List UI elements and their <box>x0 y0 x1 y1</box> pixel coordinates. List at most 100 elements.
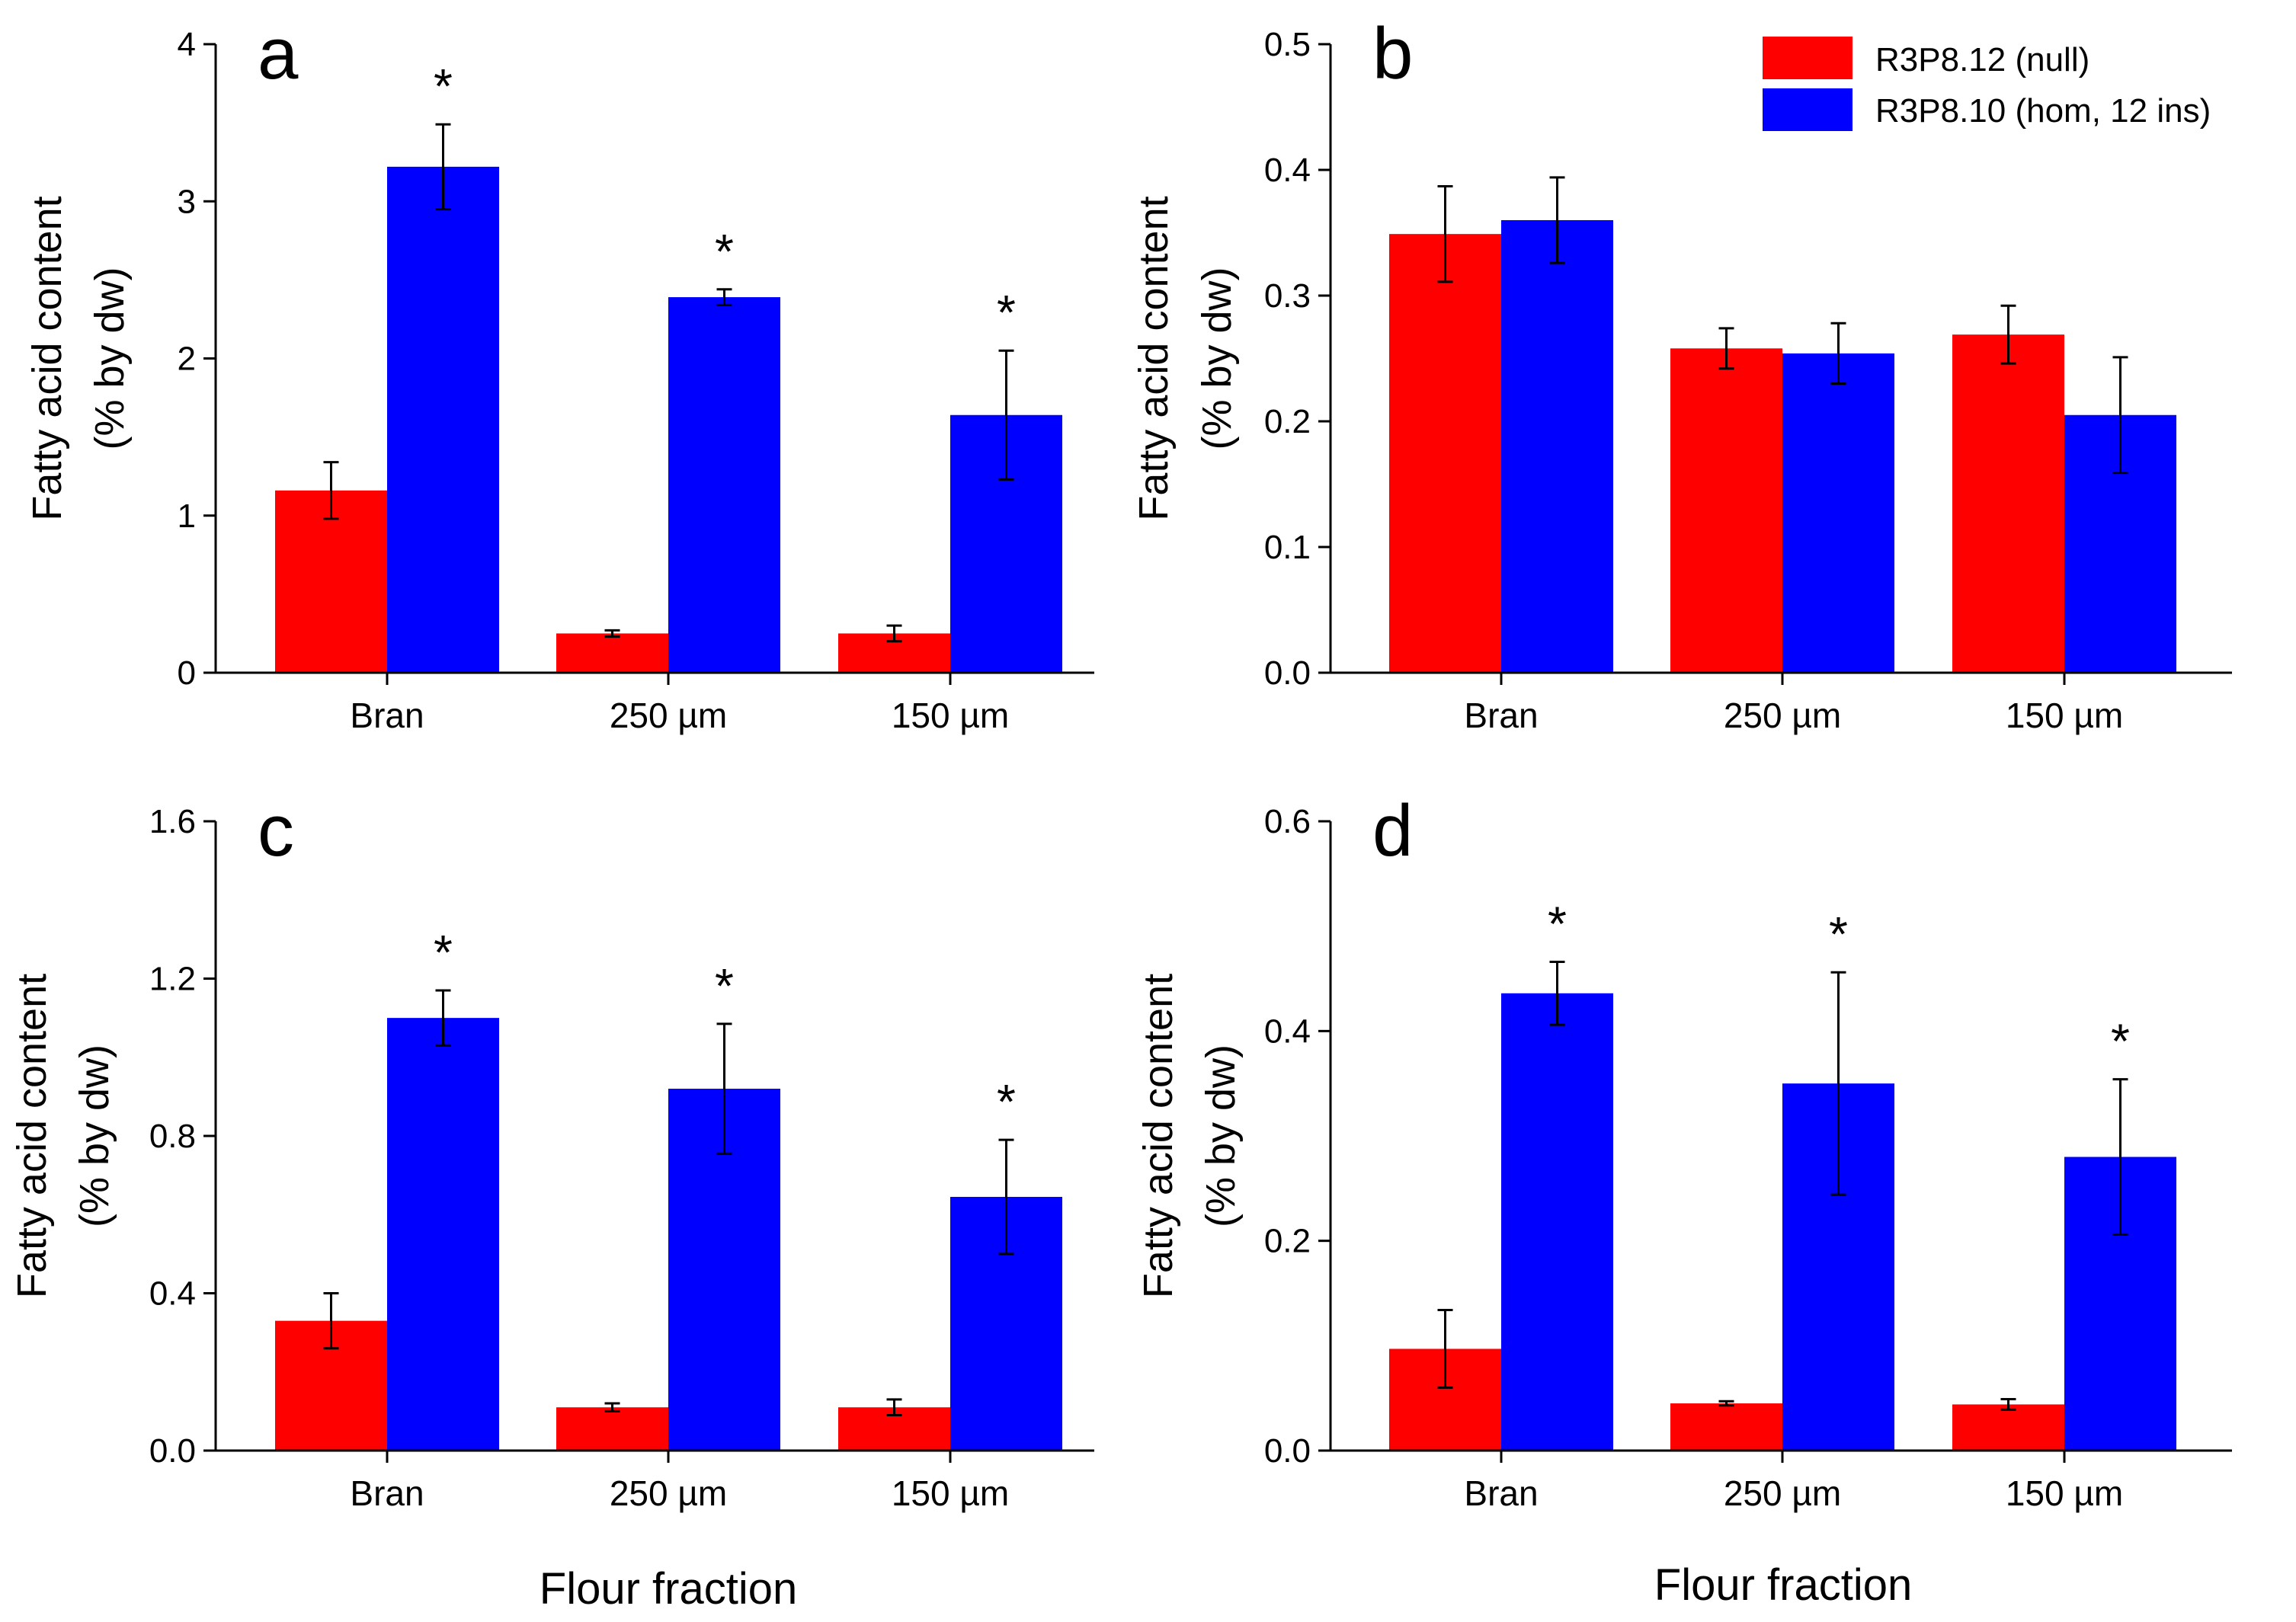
y-tick-label-c-3: 1.2 <box>149 961 196 998</box>
legend-swatch-hom <box>1763 88 1852 131</box>
panel-letter-d: d <box>1372 790 1413 872</box>
panel-d: * * * 0.0 0.2 0.4 0.6 Bran 250 µm 150 µm Fatty aci… <box>1135 790 2232 1513</box>
y-axis-title-a: Fatty acid content <box>24 196 70 520</box>
panel-a: * * * 0 1 2 3 4 Bran 250 µm 150 µm Fatty acid conte… <box>24 13 1094 735</box>
error-bar-b-0-0 <box>1437 184 1453 283</box>
error-bar-c-1-1 <box>716 1022 732 1155</box>
bar-c-hom-0 <box>387 1018 499 1451</box>
x-tick-label-c-1: 250 µm <box>610 1473 727 1513</box>
y-axis-title-b: Fatty acid content <box>1131 196 1177 520</box>
bar-b-null-0 <box>1389 234 1501 673</box>
bar-a-null-0 <box>275 490 387 673</box>
y-tick-label-b-4: 0.4 <box>1264 152 1311 189</box>
panel-b: 0.0 0.1 0.2 0.3 0.4 0.5 Bran 250 µm 150 µm Fatty … <box>1131 13 2232 735</box>
error-bar-c-0-1 <box>604 1402 620 1412</box>
error-bar-a-0-0 <box>323 461 339 520</box>
error-bar-c-0-0 <box>323 1292 339 1350</box>
y-tick-label-b-0: 0.0 <box>1264 654 1311 692</box>
error-bar-d-1-2 <box>2112 1078 2128 1236</box>
bar-a-null-1 <box>556 633 668 673</box>
error-bar-a-1-2 <box>998 349 1014 481</box>
y-tick-label-c-2: 0.8 <box>149 1118 196 1155</box>
error-bar-a-0-1 <box>604 629 620 638</box>
x-tick-label-a-2: 150 µm <box>892 696 1009 735</box>
legend: R3P8.12 (null) R3P8.10 (hom, 12 ins) <box>1763 37 2211 131</box>
x-tick-label-a-1: 250 µm <box>610 696 727 735</box>
error-bar-a-1-1 <box>716 288 732 306</box>
error-bar-a-1-0 <box>435 123 451 211</box>
x-tick-label-a-0: Bran <box>350 696 424 735</box>
y-tick-label-c-1: 0.4 <box>149 1275 196 1313</box>
error-bar-d-1-1 <box>1830 971 1846 1196</box>
bar-b-null-1 <box>1670 348 1782 673</box>
panel-letter-c: c <box>258 790 294 872</box>
error-bar-d-0-2 <box>2000 1398 2016 1411</box>
significance-star-d-0: * <box>1548 896 1567 951</box>
panel-c: * * * 0.0 0.4 0.8 1.2 1.6 Bran 250 µm 150 µm Fatty … <box>9 790 1094 1513</box>
x-tick-label-b-0: Bran <box>1464 696 1538 735</box>
error-bar-b-1-0 <box>1549 176 1565 264</box>
bar-b-hom-1 <box>1782 353 1894 673</box>
significance-star-a-2: * <box>997 285 1016 340</box>
legend-label-null: R3P8.12 (null) <box>1875 41 2089 78</box>
error-bar-b-0-1 <box>1718 327 1734 370</box>
error-bar-b-1-2 <box>2112 356 2128 475</box>
panel-letter-b: b <box>1372 13 1413 94</box>
bar-a-hom-1 <box>668 297 780 673</box>
x-tick-label-d-0: Bran <box>1464 1473 1538 1513</box>
y-axis-subtitle-b: (% by dw) <box>1194 267 1240 449</box>
y-tick-label-b-5: 0.5 <box>1264 26 1311 63</box>
error-bar-c-1-0 <box>435 989 451 1047</box>
error-bar-b-1-1 <box>1830 322 1846 385</box>
y-tick-label-d-1: 0.2 <box>1264 1223 1311 1260</box>
y-tick-label-a-4: 4 <box>178 26 196 63</box>
significance-star-c-2: * <box>997 1074 1016 1129</box>
bar-d-hom-0 <box>1501 993 1613 1451</box>
bar-b-hom-0 <box>1501 220 1613 673</box>
chart-panels: * * * 0 1 2 3 4 Bran 250 µm 150 µm Fatty acid conte… <box>9 13 2232 1513</box>
y-tick-label-b-1: 0.1 <box>1264 529 1311 566</box>
legend-label-hom: R3P8.10 (hom, 12 ins) <box>1875 92 2211 130</box>
significance-star-a-1: * <box>715 224 734 279</box>
error-bar-d-0-0 <box>1437 1309 1453 1389</box>
error-bar-c-1-2 <box>998 1138 1014 1256</box>
y-axis-subtitle-a: (% by dw) <box>87 267 133 449</box>
y-tick-label-d-3: 0.6 <box>1264 803 1311 840</box>
y-tick-label-c-4: 1.6 <box>149 803 196 840</box>
panel-letter-a: a <box>258 13 299 94</box>
significance-star-c-1: * <box>715 958 734 1013</box>
y-tick-label-d-2: 0.4 <box>1264 1013 1311 1050</box>
bar-d-null-1 <box>1670 1403 1782 1451</box>
bar-b-null-2 <box>1952 334 2064 673</box>
y-tick-label-b-2: 0.2 <box>1264 403 1311 440</box>
significance-star-c-0: * <box>434 925 453 980</box>
significance-star-d-2: * <box>2111 1014 2130 1069</box>
y-axis-title-d: Fatty acid content <box>1135 974 1181 1298</box>
y-tick-label-d-0: 0.0 <box>1264 1432 1311 1470</box>
x-axis-title-left: Flour fraction <box>540 1564 797 1614</box>
y-tick-label-a-0: 0 <box>178 654 196 692</box>
bar-a-hom-0 <box>387 166 499 673</box>
y-axis-title-c: Fatty acid content <box>9 974 55 1298</box>
x-tick-label-d-2: 150 µm <box>2006 1473 2123 1513</box>
y-tick-label-a-3: 3 <box>178 183 196 220</box>
x-tick-label-c-0: Bran <box>350 1473 424 1513</box>
error-bar-a-0-2 <box>886 624 902 643</box>
x-tick-label-b-2: 150 µm <box>2006 696 2123 735</box>
y-tick-label-a-1: 1 <box>178 497 196 535</box>
error-bar-c-0-2 <box>886 1398 902 1417</box>
bar-c-null-1 <box>556 1407 668 1451</box>
significance-star-d-1: * <box>1829 907 1848 961</box>
y-tick-label-a-2: 2 <box>178 341 196 378</box>
y-axis-subtitle-d: (% by dw) <box>1198 1045 1244 1227</box>
error-bar-b-0-2 <box>2000 304 2016 365</box>
y-tick-label-c-0: 0.0 <box>149 1432 196 1470</box>
y-axis-subtitle-c: (% by dw) <box>72 1045 117 1227</box>
x-tick-label-c-2: 150 µm <box>892 1473 1009 1513</box>
error-bar-d-0-1 <box>1718 1400 1734 1407</box>
bar-d-null-2 <box>1952 1404 2064 1451</box>
x-tick-label-b-1: 250 µm <box>1724 696 1841 735</box>
x-tick-label-d-1: 250 µm <box>1724 1473 1841 1513</box>
legend-swatch-null <box>1763 37 1852 79</box>
